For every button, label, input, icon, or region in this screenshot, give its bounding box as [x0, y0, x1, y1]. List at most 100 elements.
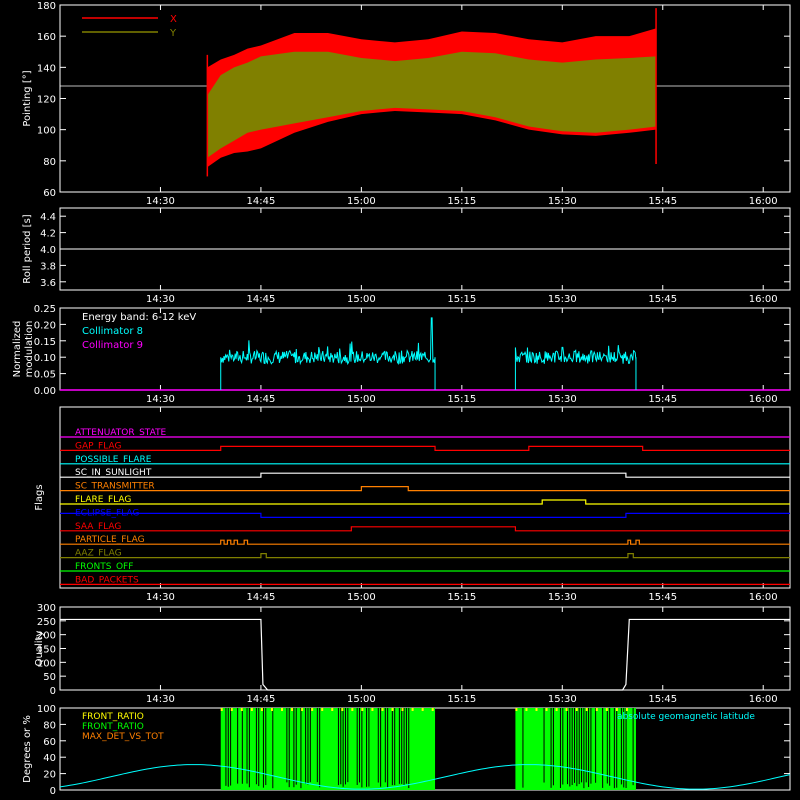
front-ratio-legend-1: FRONT_RATIO	[82, 712, 144, 722]
flag-line-sc-transmitter	[60, 486, 790, 492]
modulation-ytick-label: 0.00	[34, 386, 56, 397]
front-ratio-yellow-mark	[615, 708, 618, 711]
pointing-series-y-area	[207, 51, 657, 158]
front-ratio-gap	[559, 708, 561, 788]
front-ratio-gap	[574, 708, 576, 783]
quality-ylabel: Quality	[34, 631, 45, 667]
quality-line	[60, 618, 790, 691]
front-ratio-gap	[408, 708, 410, 789]
roll-ytick-label: 4.0	[40, 245, 56, 256]
flag-line-sc-in-sunlight	[60, 472, 790, 478]
front-ratio-yellow-mark	[250, 708, 253, 711]
front-ratio-gap	[230, 708, 232, 786]
flag-line-aaz-flag	[60, 552, 790, 559]
flag-label-bad-packets: BAD_PACKETS	[75, 575, 139, 585]
front-ratio-yellow-mark	[565, 708, 568, 711]
pointing-ytick-label: 100	[37, 126, 56, 137]
front-ratio-yellow-mark	[401, 708, 404, 711]
pointing-ytick-label: 140	[37, 63, 56, 74]
quality-xtick-label: 14:30	[146, 694, 175, 705]
front-ratio-gap	[309, 708, 311, 783]
flag-label-sc-transmitter: SC_TRANSMITTER	[75, 482, 155, 492]
roll-ytick-label: 4.2	[40, 229, 56, 240]
front-ratio-yellow-mark	[575, 708, 578, 711]
front_ratio-ylabel: Degrees or %	[22, 715, 33, 783]
front-ratio-gap	[569, 708, 571, 787]
flag-label-gap-flag: GAP_FLAG	[75, 441, 121, 451]
front-ratio-gap	[293, 708, 295, 788]
front-ratio-gap	[225, 708, 227, 786]
front-ratio-gap	[255, 708, 257, 785]
flag-label-saa-flag: SAA_FLAG	[75, 522, 121, 532]
front-ratio-gap	[342, 708, 344, 787]
front-ratio-gap	[578, 708, 580, 785]
pointing-ytick-label: 120	[37, 95, 56, 106]
front-ratio-gap	[394, 708, 396, 786]
flags-xtick-label: 15:00	[347, 592, 376, 603]
flags-xtick-label: 14:30	[146, 592, 175, 603]
front-ratio-gap	[316, 708, 318, 783]
front-ratio-gap	[550, 708, 552, 788]
modulation-xtick-label: 14:30	[146, 394, 175, 405]
modulation-collimator-8-segment	[514, 345, 637, 390]
pointing-xtick-label: 15:45	[648, 196, 677, 207]
quality-ytick-label: 150	[37, 645, 56, 656]
pointing-xtick-label: 16:00	[749, 196, 778, 207]
front-ratio-yellow-mark	[341, 708, 344, 711]
modulation-legend-collimator-8: Collimator 8	[82, 326, 143, 337]
front-ratio-gap	[595, 708, 597, 783]
quality-ytick-label: 250	[37, 617, 56, 628]
front-ratio-gap	[361, 708, 363, 788]
flag-label-eclipse-flag: ECLIPSE_FLAG	[75, 508, 139, 518]
front-ratio-gap	[300, 708, 302, 789]
front-ratio-gap	[590, 708, 592, 784]
front-ratio-gap	[288, 708, 290, 788]
front-ratio-yellow-mark	[535, 708, 538, 711]
pointing-ytick-label: 180	[37, 1, 56, 12]
front-ratio-yellow-mark	[545, 708, 548, 711]
front-ratio-yellow-mark	[421, 708, 424, 711]
flag-line-saa-flag	[60, 526, 790, 532]
front-ratio-gap	[340, 708, 342, 785]
front-ratio-gap	[272, 708, 274, 789]
quality-ytick-label: 200	[37, 631, 56, 642]
quality-xtick-label: 14:45	[247, 694, 276, 705]
front-ratio-yellow-mark	[431, 708, 434, 711]
front-ratio-gap	[377, 708, 379, 783]
modulation-ytick-label: 0.25	[34, 304, 56, 315]
roll-xtick-label: 14:30	[146, 294, 175, 305]
quality-ytick-label: 0	[50, 686, 56, 697]
front-ratio-gap	[262, 708, 264, 788]
front-ratio-legend-4: absolute geomagnetic latitude	[617, 712, 755, 722]
pointing-legend-label-x: X	[170, 14, 177, 25]
roll-ylabel: Roll period [s]	[22, 214, 33, 283]
pointing-xtick-label: 14:30	[146, 196, 175, 207]
flags-xtick-label: 14:45	[247, 592, 276, 603]
pointing-ytick-label: 60	[43, 188, 56, 199]
front_ratio-ytick-label: 40	[43, 753, 56, 764]
front-ratio-gap	[588, 708, 590, 788]
modulation-xtick-label: 15:00	[347, 394, 376, 405]
flags-ylabel: Flags	[34, 484, 45, 510]
front-ratio-gap	[366, 708, 368, 787]
front-ratio-gap	[571, 708, 573, 786]
modulation-legend-collimator-9: Collimator 9	[82, 340, 143, 351]
front-ratio-gap	[522, 708, 524, 788]
front-ratio-gap	[581, 708, 583, 783]
front-ratio-green-block	[220, 708, 436, 790]
front-ratio-gap	[319, 708, 321, 788]
modulation-ytick-label: 0.15	[34, 337, 56, 348]
modulation-xtick-label: 15:15	[447, 394, 476, 405]
front-ratio-gap	[305, 708, 307, 784]
front-ratio-yellow-mark	[361, 708, 364, 711]
roll-ytick-label: 3.8	[40, 261, 56, 272]
front-ratio-gap	[380, 708, 382, 787]
flag-line-gap-flag	[60, 445, 790, 451]
front-ratio-yellow-mark	[411, 708, 414, 711]
front-ratio-gap	[552, 708, 554, 786]
pointing-ylabel: Pointing [°]	[22, 70, 33, 126]
modulation-ytick-label: 0.20	[34, 320, 56, 331]
front-ratio-gap	[606, 708, 608, 784]
front_ratio-ytick-label: 100	[37, 704, 56, 715]
front-ratio-yellow-mark	[351, 708, 354, 711]
